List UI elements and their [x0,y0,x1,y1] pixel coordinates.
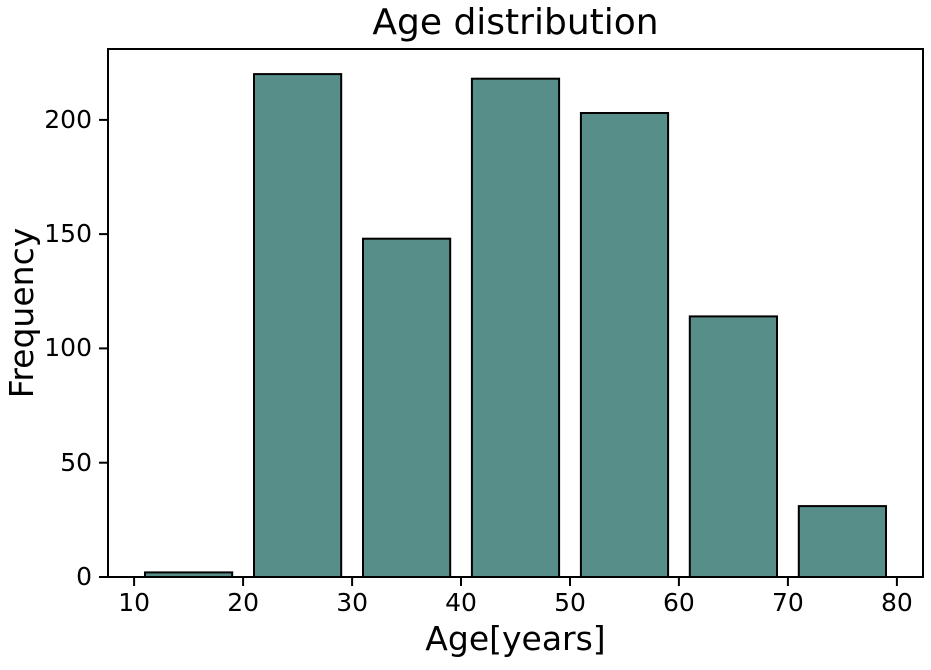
x-tick-label: 30 [336,588,368,617]
y-axis-label: Frequency [2,227,42,399]
x-tick-label: 80 [880,588,913,617]
x-tick-label: 60 [662,588,695,617]
histogram-bar [797,505,887,579]
y-tick-label: 150 [44,219,92,249]
y-tick-label: 100 [44,333,92,363]
x-tick-label: 70 [771,588,804,617]
histogram-bar [579,112,670,578]
y-tick-label: 0 [76,562,92,591]
y-tick-label: 50 [60,447,92,477]
x-tick-label: 10 [118,588,150,617]
histogram-bar [470,77,561,578]
x-tick-label: 20 [227,588,259,617]
x-axis-label: Age[years] [425,619,606,658]
histogram-bar [362,237,452,578]
histogram-bar [688,315,778,578]
chart-title: Age distribution [372,2,659,43]
y-tick-label: 200 [44,104,92,134]
histogram-bar [253,73,343,578]
axes-border [107,48,924,578]
x-tick-label: 40 [445,588,477,617]
x-tick-label: 50 [554,588,586,617]
